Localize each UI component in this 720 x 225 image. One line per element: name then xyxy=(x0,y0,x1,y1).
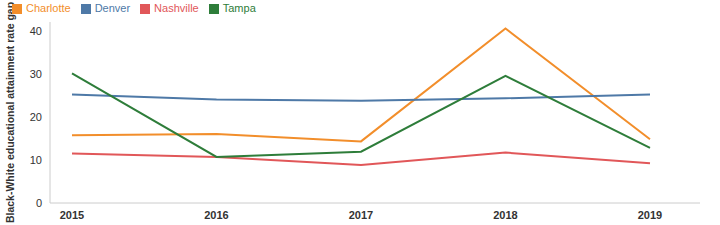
svg-text:2018: 2018 xyxy=(493,209,517,221)
html-text:Denver: Denver xyxy=(94,2,131,14)
svg-text:2019: 2019 xyxy=(638,209,662,221)
html-text:Tampa: Tampa xyxy=(222,2,256,14)
svg-text:40: 40 xyxy=(30,25,42,37)
svg-text:10: 10 xyxy=(30,154,42,166)
svg-text:2015: 2015 xyxy=(60,209,84,221)
html-text:Nashville: Nashville xyxy=(154,2,199,14)
svg-text:Black-White educational attain: Black-White educational attainment rate … xyxy=(8,2,16,223)
svg-text:2016: 2016 xyxy=(204,209,228,221)
svg-text:0: 0 xyxy=(36,197,42,209)
html-text:Charlotte: Charlotte xyxy=(26,2,71,14)
svg-text:20: 20 xyxy=(30,111,42,123)
svg-text:30: 30 xyxy=(30,68,42,80)
svg-text:2017: 2017 xyxy=(349,209,373,221)
